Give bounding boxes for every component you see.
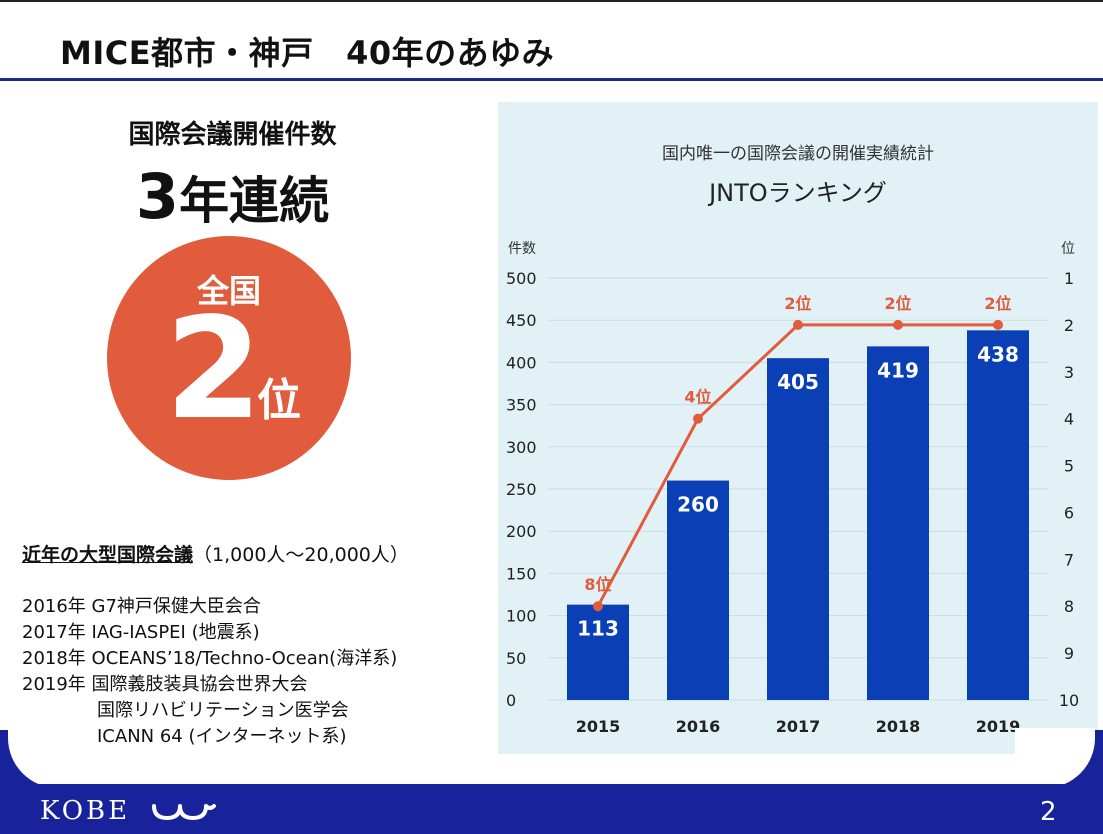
events-heading: 近年の大型国際会議（1,000人～20,000人） bbox=[22, 540, 409, 567]
y-tick-label: 0 bbox=[506, 691, 516, 710]
years-text: 年連続 bbox=[179, 172, 330, 230]
y2-axis-label: 位 bbox=[1061, 241, 1075, 257]
rank-point bbox=[893, 319, 903, 330]
y2-tick-label: 3 bbox=[1064, 363, 1074, 382]
y-tick-label: 300 bbox=[506, 438, 537, 457]
y-tick-label: 450 bbox=[506, 311, 537, 330]
x-tick-label: 2017 bbox=[776, 717, 821, 736]
event-subitem: ICANN 64 (インターネット系) bbox=[97, 726, 347, 747]
rank-point bbox=[593, 601, 603, 612]
bar bbox=[867, 346, 929, 700]
x-tick-label: 2019 bbox=[976, 717, 1021, 736]
footer-curve-right bbox=[1015, 728, 1103, 790]
y2-tick-label: 6 bbox=[1064, 503, 1074, 522]
badge-rank-number: 2 bbox=[165, 288, 263, 451]
bar bbox=[567, 604, 629, 700]
y2-tick-label: 2 bbox=[1064, 316, 1074, 335]
bar-value-label: 419 bbox=[877, 358, 919, 382]
bar bbox=[667, 480, 729, 700]
events-list: 2016年 G7神戸保健大臣会合 2017年 IAG-IASPEI (地震系) … bbox=[22, 594, 397, 750]
event-subitem: 国際リハビリテーション医学会 bbox=[97, 700, 349, 721]
rank-badge: 全国 2 位 bbox=[107, 236, 351, 480]
conference-count-heading: 国際会議開催件数 bbox=[128, 120, 337, 150]
bar-value-label: 113 bbox=[577, 617, 619, 641]
slide-title: MICE都市・神戸 40年のあゆみ bbox=[60, 34, 555, 72]
event-item: 2019年 国際義肢装具協会世界大会 bbox=[22, 674, 308, 695]
events-heading-label: 近年の大型国際会議 bbox=[22, 544, 194, 566]
y-tick-label: 350 bbox=[506, 396, 537, 415]
y2-tick-label: 8 bbox=[1064, 597, 1074, 616]
y2-tick-label: 5 bbox=[1064, 457, 1074, 476]
rank-label: 4位 bbox=[684, 388, 711, 407]
kobe-logo: KOBE bbox=[40, 796, 131, 826]
rank-label: 2位 bbox=[784, 294, 811, 313]
kobe-wave-icon bbox=[152, 804, 216, 821]
rank-point bbox=[993, 319, 1003, 330]
events-heading-note: （1,000人～20,000人） bbox=[193, 544, 409, 566]
y-tick-label: 200 bbox=[506, 522, 537, 541]
bar-value-label: 405 bbox=[777, 370, 819, 394]
event-item: 2018年 OCEANS’18/Techno-Ocean(海洋系) bbox=[22, 648, 398, 669]
badge-national-label: 全国 bbox=[196, 272, 261, 310]
rank-point bbox=[793, 319, 803, 330]
bar-value-label: 260 bbox=[677, 493, 719, 517]
y-tick-label: 50 bbox=[506, 649, 526, 668]
x-tick-label: 2016 bbox=[676, 717, 721, 736]
y2-tick-label: 9 bbox=[1064, 644, 1074, 663]
page-number: 2 bbox=[1040, 797, 1057, 827]
years-number: 3 bbox=[135, 160, 180, 233]
rank-label: 2位 bbox=[984, 294, 1011, 313]
chart-subtitle: JNTOランキング bbox=[707, 179, 887, 207]
y-tick-label: 500 bbox=[506, 269, 537, 288]
event-item: 2017年 IAG-IASPEI (地震系) bbox=[22, 622, 260, 643]
y-tick-label: 150 bbox=[506, 564, 537, 583]
rank-label: 2位 bbox=[884, 294, 911, 313]
title-divider bbox=[0, 78, 1103, 81]
rank-point bbox=[693, 413, 703, 424]
x-tick-label: 2015 bbox=[576, 717, 621, 736]
y2-tick-label: 10 bbox=[1059, 691, 1079, 710]
y-tick-label: 100 bbox=[506, 607, 537, 626]
ranking-chart-panel: 国内唯一の国際会議の開催実績統計 JNTOランキング件数 位 0 50 100 150 200… bbox=[498, 102, 1098, 754]
rank-label: 8位 bbox=[584, 575, 611, 594]
bar bbox=[767, 358, 829, 700]
y2-tick-label: 7 bbox=[1064, 550, 1074, 569]
bar bbox=[967, 330, 1029, 700]
y2-tick-label: 1 bbox=[1064, 269, 1074, 288]
y-tick-label: 250 bbox=[506, 480, 537, 499]
consecutive-years: 3年連続 bbox=[0, 160, 465, 233]
footer-bar bbox=[0, 784, 1103, 834]
top-border bbox=[0, 0, 1103, 2]
y-axis-label: 件数 bbox=[508, 241, 536, 257]
chart-title: 国内唯一の国際会議の開催実績統計 bbox=[662, 144, 934, 164]
badge-rank-unit: 位 bbox=[257, 375, 301, 426]
event-item: 2016年 G7神戸保健大臣会合 bbox=[22, 596, 261, 617]
y-tick-label: 400 bbox=[506, 353, 537, 372]
bar-value-label: 438 bbox=[977, 342, 1019, 366]
footer-curve-left bbox=[0, 728, 88, 790]
y2-tick-label: 4 bbox=[1064, 410, 1074, 429]
x-tick-label: 2018 bbox=[876, 717, 921, 736]
